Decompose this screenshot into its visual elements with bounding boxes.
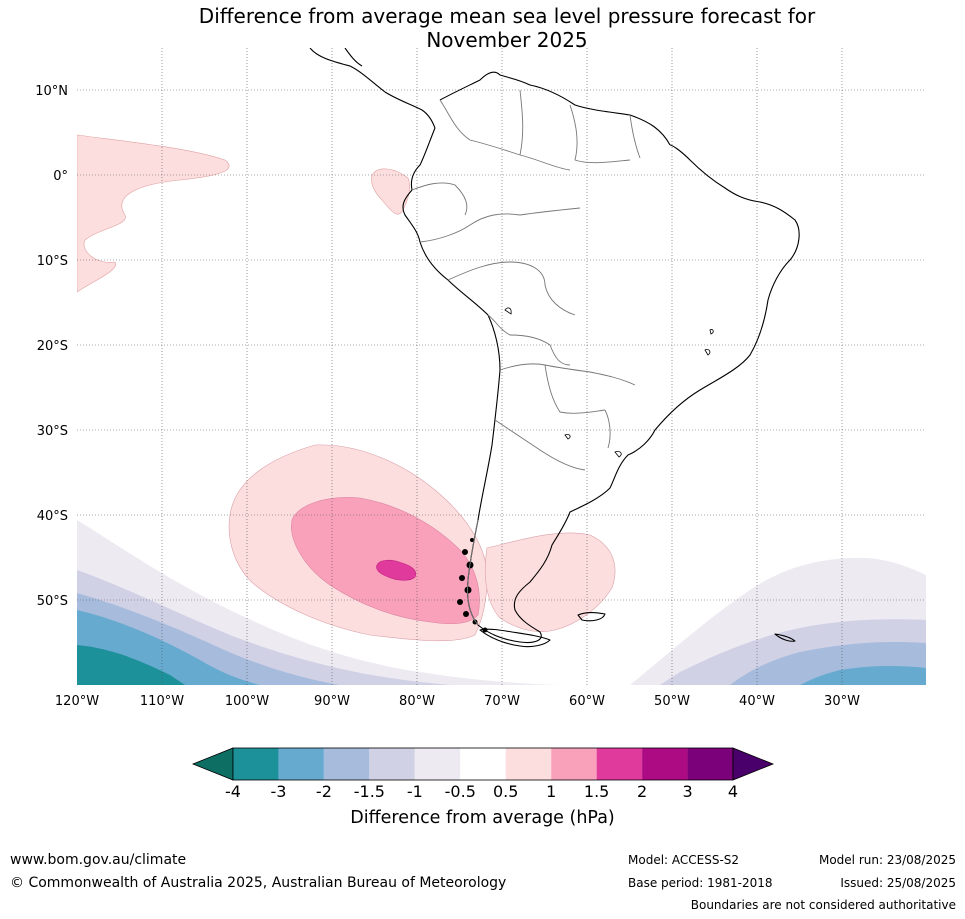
colorbar-tick-label: 1 <box>546 782 557 801</box>
footer-model: Model: ACCESS-S2 <box>628 853 740 867</box>
colorbar-segment <box>233 748 279 780</box>
colorbar-segment <box>369 748 415 780</box>
lon-label: 50°W <box>654 694 690 709</box>
lon-label: 100°W <box>225 694 269 709</box>
south-georgia <box>774 633 796 642</box>
footer-base-period: Base period: 1981-2018 <box>628 876 773 890</box>
lat-label: 0° <box>53 169 68 184</box>
colorbar-tick-label: -1.5 <box>353 782 385 801</box>
lakes <box>504 307 714 458</box>
positive-anomaly-1-5-2 <box>376 559 417 581</box>
lon-label: 30°W <box>824 694 860 709</box>
colorbar-extend-low <box>191 747 234 781</box>
footer-issued: Issued: 25/08/2025 <box>840 876 956 890</box>
lon-label: 70°W <box>484 694 520 709</box>
lon-label: 120°W <box>55 694 99 709</box>
lat-label: 10°S <box>37 254 68 269</box>
lat-label: 50°S <box>37 594 68 609</box>
band-minus-3-west <box>77 645 185 685</box>
colorbar-tick-label: 4 <box>727 782 739 801</box>
colorbar-segment <box>323 748 370 780</box>
map-area <box>77 48 926 685</box>
colorbar-tick-label: -2 <box>315 782 332 801</box>
lat-label: 30°S <box>37 424 68 439</box>
falkland-islands <box>577 612 606 622</box>
colorbar-extend-high <box>732 747 775 781</box>
title-line-1: Difference from average mean sea level p… <box>198 4 816 28</box>
colorbar-segment <box>687 748 733 780</box>
lat-label: 40°S <box>37 509 68 524</box>
colorbar-segment <box>596 748 643 780</box>
latitude-labels: 10°N 0° 10°S 20°S 30°S 40°S 50°S <box>35 84 68 609</box>
footer-disclaimer: Boundaries are not considered authoritat… <box>690 898 956 912</box>
lon-label: 90°W <box>314 694 350 709</box>
colorbar-tick-label: 2 <box>636 782 648 801</box>
colorbar-tick-label: 3 <box>682 782 693 801</box>
graticule <box>77 48 926 685</box>
colorbar-segment <box>505 748 552 780</box>
footer-url: www.bom.gov.au/climate <box>10 852 187 868</box>
positive-anomaly-south-atlantic <box>484 532 616 632</box>
colorbar-segment <box>642 748 688 780</box>
colorbar-tick-label: -4 <box>225 782 241 801</box>
footer-copyright: © Commonwealth of Australia 2025, Austra… <box>10 875 507 891</box>
colorbar-label: Difference from average (hPa) <box>350 808 615 828</box>
colorbar-segment <box>414 748 461 780</box>
central-america-coast <box>309 48 436 129</box>
colorbar-segment <box>551 748 597 780</box>
lon-label: 110°W <box>140 694 184 709</box>
longitude-labels: 120°W 110°W 100°W 90°W 80°W 70°W 60°W 50… <box>55 694 860 709</box>
tierra-del-fuego <box>479 628 551 648</box>
lon-label: 40°W <box>739 694 775 709</box>
colorbar-tick-label: 0.5 <box>492 782 519 801</box>
coastlines <box>309 48 800 648</box>
positive-anomaly-equatorial-pacific <box>77 134 230 293</box>
colorbar-tick-label: -3 <box>270 782 287 801</box>
colorbar-segment <box>460 748 506 780</box>
colorbar <box>191 747 775 781</box>
lat-label: 20°S <box>37 339 68 354</box>
colorbar-tick-label: -0.5 <box>444 782 476 801</box>
band-minus-2-east <box>800 665 926 685</box>
lat-label: 10°N <box>35 84 68 99</box>
south-america-coast <box>402 127 800 644</box>
footer-model-run: Model run: 23/08/2025 <box>818 853 956 867</box>
colorbar-segment <box>278 748 324 780</box>
colorbar-tick-label: 1.5 <box>583 782 610 801</box>
colorbar-tick-label: -1 <box>406 782 423 801</box>
lon-label: 60°W <box>569 694 605 709</box>
map-title: Difference from average mean sea level p… <box>0 4 965 52</box>
colorbar-frame <box>232 747 734 781</box>
colorbar-ticks: -4 -3 -2 -1.5 -1 -0.5 0.5 1 1.5 2 3 4 <box>0 782 965 802</box>
lon-label: 80°W <box>399 694 435 709</box>
country-borders <box>411 89 641 626</box>
